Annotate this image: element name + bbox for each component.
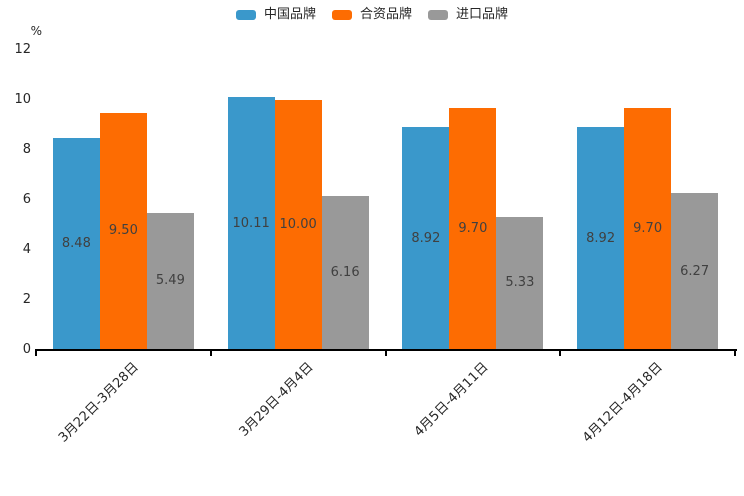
bar [321,196,369,350]
bar [274,100,322,350]
y-axis-unit-label: % [30,24,42,38]
bar-value-label: 10.11 [232,215,270,231]
y-axis-tick-label: 10 [14,92,31,107]
y-axis-tick-label: 8 [22,142,31,157]
bar-value-label: 9.70 [633,220,663,236]
bar [577,127,625,350]
x-axis-tick-label: 3月29日-4月4日 [236,359,317,440]
legend-item: 中国品牌 [235,7,316,23]
legend: 中国品牌 合资品牌 进口品牌 [0,7,744,23]
bar-value-label: 10.00 [279,217,317,232]
bar [146,212,194,350]
bar [624,107,672,350]
x-axis-line [35,349,737,351]
legend-swatch-icon [428,10,448,20]
x-axis-tick-mark [559,351,562,356]
bar-value-label: 5.49 [155,273,185,289]
x-axis-tick-mark [209,351,212,356]
bar [227,97,275,350]
legend-item: 合资品牌 [331,7,412,23]
bar-value-label: 8.92 [411,230,441,246]
y-axis-tick-label: 2 [22,292,31,307]
legend-label: 中国品牌 [263,7,316,22]
legend-item: 进口品牌 [428,7,508,23]
bar-value-label: 9.50 [108,223,138,239]
bar [496,216,544,350]
y-axis-tick-label: 12 [14,42,31,57]
bar-value-label: 8.48 [61,236,91,251]
bar-value-label: 9.70 [458,220,488,236]
bar-value-label: 6.27 [680,263,710,279]
bar [671,193,719,350]
x-axis-tick-mark [734,351,736,356]
legend-swatch-icon [331,10,352,20]
bar [449,107,497,350]
bar [99,112,147,350]
x-axis-tick-mark [35,351,37,356]
x-axis-tick-label: 4月12日-4月18日 [580,359,667,446]
legend-label: 进口品牌 [456,7,509,22]
bar [52,138,100,350]
bar [402,127,450,350]
x-axis-tick-mark [384,351,387,356]
y-axis-tick-label: 4 [22,242,31,257]
y-axis-tick-label: 6 [22,192,31,207]
bar-value-label: 8.92 [586,230,616,246]
legend-label: 合资品牌 [359,7,412,22]
bar-value-label: 6.16 [330,265,360,280]
x-axis-tick-label: 3月22日-3月28日 [56,359,142,446]
legend-swatch-icon [235,10,256,20]
bar-value-label: 5.33 [505,275,535,291]
x-axis-tick-label: 4月5日-4月11日 [411,359,492,440]
y-axis-tick-label: 0 [22,342,31,357]
